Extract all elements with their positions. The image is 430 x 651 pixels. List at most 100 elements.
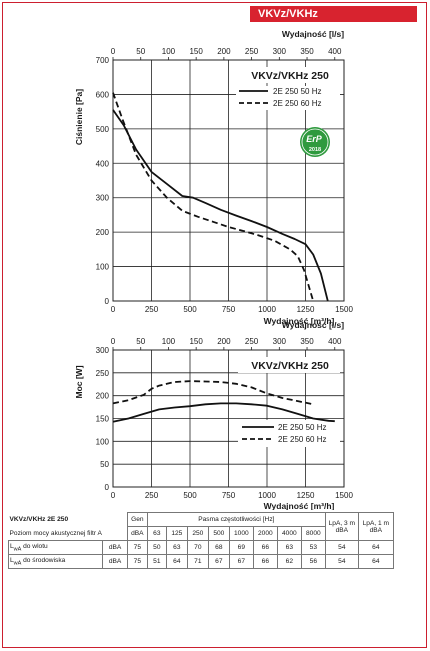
pressure-top-tick-label: 150 <box>189 47 203 56</box>
band-header: 1000 <box>228 526 254 541</box>
power-chart-title: VKVz/VKHz 250 <box>251 360 329 372</box>
band-header: 500 <box>207 526 230 541</box>
pressure-top-axis-title: Wydajność [l/s] <box>282 29 344 39</box>
pressure-plot-frame <box>112 59 345 302</box>
row-value: 56 <box>300 554 326 569</box>
table-title: VKVz/VKHz 2E 250 <box>9 516 69 523</box>
power-y-tick-label: 150 <box>96 415 110 424</box>
row-value: 68 <box>207 540 230 555</box>
row-value: 67 <box>228 554 254 569</box>
legend-label-50hz: 2E 250 50 Hz <box>273 87 321 96</box>
table-row: LwA do środowiska dBA 75 51 64 71 67 67 … <box>7 554 394 569</box>
pressure-y-tick-label: 300 <box>96 194 110 203</box>
row-label-rest: do wlotu <box>21 542 48 550</box>
pressure-top-tick-label: 100 <box>162 47 176 56</box>
power-y-tick-label: 100 <box>96 437 110 446</box>
power-bottom-axis-title: Wydajność [m³/h] <box>264 501 335 510</box>
acoustic-table: VKVz/VKHz 2E 250 Gen Pasma częstotliwośc… <box>7 512 394 569</box>
power-x-tick-label: 250 <box>145 491 159 500</box>
power-series-50hz-line <box>112 402 335 423</box>
bands-header: Pasma częstotliwości [Hz] <box>146 512 326 527</box>
row-unit: dBA <box>102 554 128 569</box>
pressure-series-60hz-line <box>112 92 315 302</box>
row-value: 53 <box>300 540 326 555</box>
table-subtitle: Poziom mocy akustycznej filtr A <box>9 529 102 537</box>
power-x-tick-label: 750 <box>222 491 236 500</box>
row-value: 66 <box>252 540 278 555</box>
row-value: 62 <box>276 554 302 569</box>
pressure-y-tick-label: 100 <box>96 263 110 272</box>
pressure-top-tick-label: 350 <box>300 47 314 56</box>
row-value: 67 <box>207 554 230 569</box>
row-value: 63 <box>165 540 188 555</box>
pressure-x-tick-label: 0 <box>111 305 116 314</box>
band-header: 4000 <box>276 526 302 541</box>
pressure-top-tick-label: 200 <box>217 47 231 56</box>
band-header: 125 <box>165 526 188 541</box>
power-x-tick-label: 500 <box>183 491 197 500</box>
power-x-tick-label: 1500 <box>335 491 353 500</box>
power-x-tick-label: 0 <box>111 491 116 500</box>
power-y-tick-label: 50 <box>100 460 109 469</box>
row-value: 64 <box>165 554 188 569</box>
power-top-tick-label: 300 <box>273 337 287 346</box>
row-value: 66 <box>252 554 278 569</box>
pressure-top-tick-label: 0 <box>111 47 116 56</box>
legend-label-50hz-power: 2E 250 50 Hz <box>278 423 326 432</box>
pressure-bottom-axis-title: Wydajność [m³/h] <box>264 316 335 326</box>
pressure-y-tick-label: 200 <box>96 228 110 237</box>
pressure-chart-title: VKVz/VKHz 250 <box>251 70 329 82</box>
row-gen: 75 <box>126 540 148 555</box>
header-tag: VKVz/VKHz <box>250 6 417 22</box>
power-top-tick-label: 350 <box>300 337 314 346</box>
row-label-rest: do środowiska <box>21 556 66 564</box>
pressure-top-tick-label: 400 <box>328 47 342 56</box>
power-series-60hz-line <box>112 380 314 406</box>
pressure-x-tick-label: 250 <box>145 305 159 314</box>
power-top-tick-label: 250 <box>245 337 259 346</box>
gen-header: Gen <box>126 512 148 527</box>
band-header: 250 <box>186 526 209 541</box>
table-row: LwA do wlotu dBA 75 50 63 70 68 69 66 63… <box>7 540 394 555</box>
pressure-y-axis-title: Ciśnienie [Pa] <box>74 89 84 145</box>
power-y-tick-label: 0 <box>105 483 110 492</box>
band-header: 63 <box>146 526 167 541</box>
power-x-tick-label: 1000 <box>258 491 276 500</box>
power-y-tick-label: 250 <box>96 369 110 378</box>
power-top-tick-label: 150 <box>189 337 203 346</box>
pressure-x-tick-label: 750 <box>222 305 236 314</box>
power-y-axis-title: Moc [W] <box>74 365 84 398</box>
pressure-y-tick-label: 600 <box>96 90 110 99</box>
band-header: 8000 <box>300 526 326 541</box>
power-y-tick-label: 300 <box>96 346 110 355</box>
row-lpa3: 54 <box>324 540 359 555</box>
pressure-x-tick-label: 1000 <box>258 305 276 314</box>
pressure-x-tick-label: 500 <box>183 305 197 314</box>
row-lpa3: 54 <box>324 554 359 569</box>
power-chart: 0 250 500 750 1000 1250 1500050100150200250300… <box>74 320 353 510</box>
row-gen: 75 <box>126 554 148 569</box>
power-top-tick-label: 0 <box>111 337 116 346</box>
row-label: L <box>10 556 14 564</box>
power-top-tick-label: 200 <box>217 337 231 346</box>
pressure-series-50hz-line <box>112 109 329 302</box>
row-value: 70 <box>186 540 209 555</box>
pressure-y-tick-label: 700 <box>96 56 110 65</box>
power-top-tick-label: 400 <box>328 337 342 346</box>
erp-badge-year: 2018 <box>309 147 321 153</box>
power-x-tick-label: 1250 <box>297 491 315 500</box>
row-value: 51 <box>146 554 167 569</box>
row-label-sub: wA <box>13 546 22 553</box>
legend-label-60hz: 2E 250 60 Hz <box>273 99 321 108</box>
pressure-x-tick-label: 1500 <box>335 305 353 314</box>
row-value: 71 <box>186 554 209 569</box>
power-top-tick-label: 50 <box>136 337 145 346</box>
pressure-chart: 0 250 500 750 1000 1250 1500010020030040050060… <box>74 29 353 326</box>
row-label: L <box>10 542 14 550</box>
pressure-y-tick-label: 0 <box>105 297 110 306</box>
pressure-x-tick-label: 1250 <box>297 305 315 314</box>
pressure-y-tick-label: 500 <box>96 125 110 134</box>
power-y-tick-label: 200 <box>96 392 110 401</box>
erp-2018-badge-icon: ErP 2018 <box>300 127 330 157</box>
